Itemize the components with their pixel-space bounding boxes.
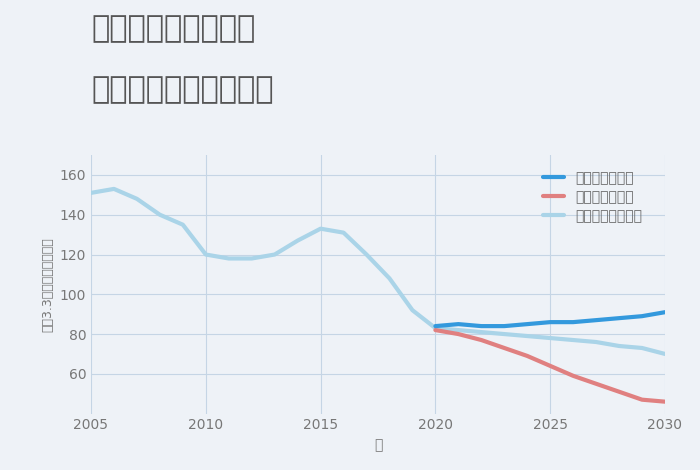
- Text: 兵庫県播磨高岡駅の: 兵庫県播磨高岡駅の: [91, 14, 256, 43]
- ノーマルシナリオ: [270, 252, 279, 258]
- バッドシナリオ: [592, 381, 601, 387]
- ノーマルシナリオ: [569, 337, 577, 343]
- ノーマルシナリオ: [225, 256, 233, 261]
- グッドシナリオ: [477, 323, 486, 329]
- グッドシナリオ: [454, 321, 463, 327]
- バッドシナリオ: [477, 337, 486, 343]
- ノーマルシナリオ: [592, 339, 601, 345]
- ノーマルシナリオ: [293, 238, 302, 243]
- グッドシナリオ: [569, 319, 577, 325]
- バッドシナリオ: [454, 331, 463, 337]
- Y-axis label: 坪（3.3㎡）単価（万円）: 坪（3.3㎡）単価（万円）: [41, 237, 54, 332]
- ノーマルシナリオ: [178, 222, 187, 227]
- ノーマルシナリオ: [385, 275, 393, 281]
- ノーマルシナリオ: [248, 256, 256, 261]
- バッドシナリオ: [500, 345, 508, 351]
- バッドシナリオ: [661, 399, 669, 405]
- ノーマルシナリオ: [615, 343, 623, 349]
- グッドシナリオ: [638, 313, 646, 319]
- ノーマルシナリオ: [340, 230, 348, 235]
- ノーマルシナリオ: [661, 351, 669, 357]
- ノーマルシナリオ: [133, 196, 141, 202]
- ノーマルシナリオ: [110, 186, 118, 192]
- ノーマルシナリオ: [363, 252, 371, 258]
- ノーマルシナリオ: [638, 345, 646, 351]
- グッドシナリオ: [592, 317, 601, 323]
- バッドシナリオ: [431, 327, 440, 333]
- ノーマルシナリオ: [202, 252, 210, 258]
- ノーマルシナリオ: [431, 325, 440, 331]
- ノーマルシナリオ: [87, 190, 95, 196]
- バッドシナリオ: [523, 353, 531, 359]
- グッドシナリオ: [431, 323, 440, 329]
- ノーマルシナリオ: [155, 212, 164, 218]
- ノーマルシナリオ: [477, 329, 486, 335]
- バッドシナリオ: [638, 397, 646, 402]
- Line: グッドシナリオ: グッドシナリオ: [435, 312, 665, 326]
- グッドシナリオ: [546, 319, 554, 325]
- Text: 中古戸建ての価格推移: 中古戸建ての価格推移: [91, 75, 274, 104]
- グッドシナリオ: [500, 323, 508, 329]
- ノーマルシナリオ: [546, 335, 554, 341]
- ノーマルシナリオ: [500, 331, 508, 337]
- ノーマルシナリオ: [454, 327, 463, 333]
- ノーマルシナリオ: [316, 226, 325, 232]
- X-axis label: 年: 年: [374, 438, 382, 452]
- ノーマルシナリオ: [523, 333, 531, 339]
- グッドシナリオ: [523, 321, 531, 327]
- グッドシナリオ: [615, 315, 623, 321]
- バッドシナリオ: [615, 389, 623, 394]
- Legend: グッドシナリオ, バッドシナリオ, ノーマルシナリオ: グッドシナリオ, バッドシナリオ, ノーマルシナリオ: [539, 167, 647, 227]
- Line: ノーマルシナリオ: ノーマルシナリオ: [91, 189, 665, 354]
- バッドシナリオ: [569, 373, 577, 379]
- バッドシナリオ: [546, 363, 554, 368]
- ノーマルシナリオ: [408, 307, 416, 313]
- グッドシナリオ: [661, 309, 669, 315]
- Line: バッドシナリオ: バッドシナリオ: [435, 330, 665, 402]
